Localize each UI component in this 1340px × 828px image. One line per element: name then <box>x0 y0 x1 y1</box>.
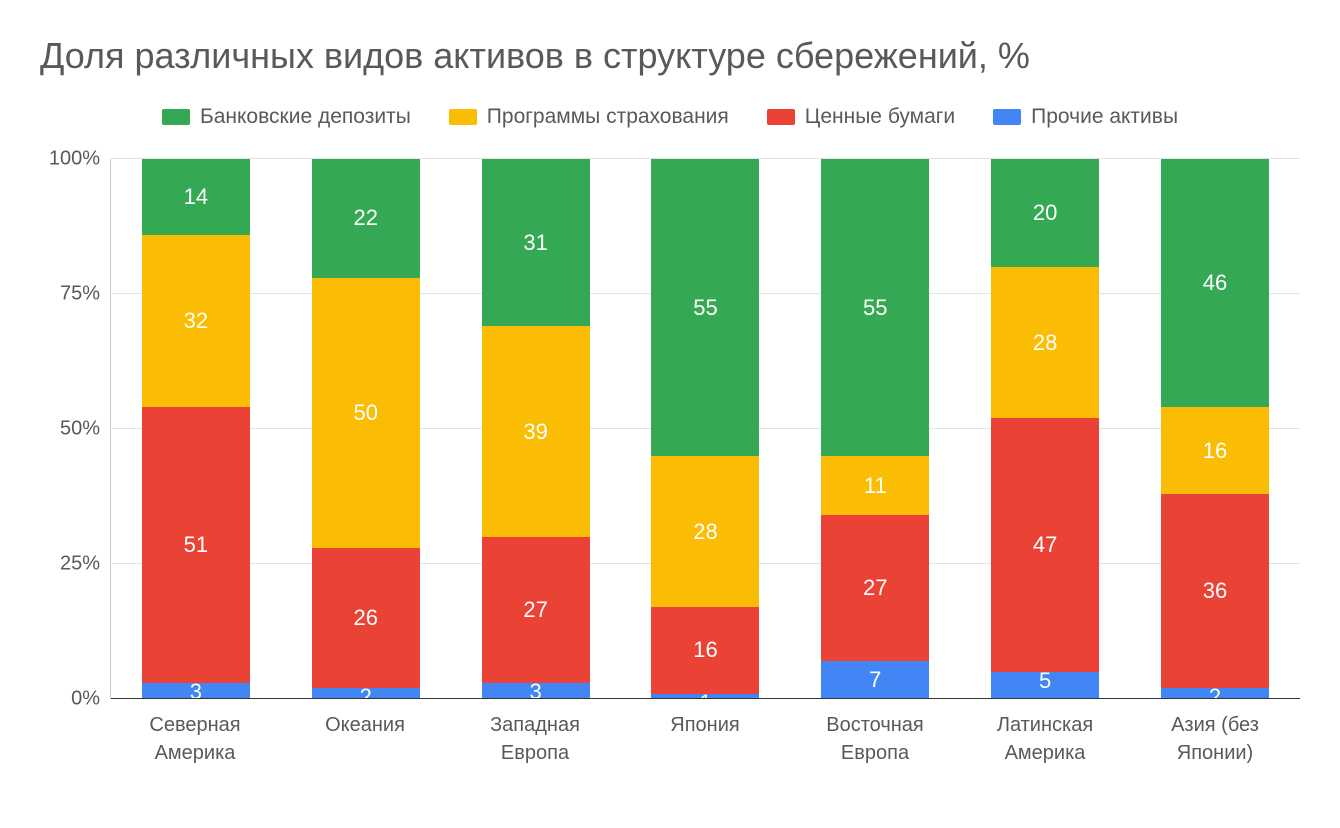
bar-value-label: 22 <box>312 205 420 231</box>
bar-group: 5 47 28 20 <box>991 159 1099 699</box>
y-tick: 50% <box>60 418 100 441</box>
bars-container: 3513214226502232739311162855727115554728… <box>111 159 1300 699</box>
legend-label: Банковские депозиты <box>200 105 411 129</box>
bar-segment-insurance: 32 <box>142 235 250 408</box>
bar-value-label: 11 <box>821 473 929 499</box>
bar-value-label: 14 <box>142 184 250 210</box>
bar-group: 1162855 <box>651 159 759 699</box>
bar-value-label: 51 <box>142 532 250 558</box>
bar-value-label: 55 <box>651 295 759 321</box>
chart-area: 0%25%50%75%100% 351321422650223273931116… <box>40 159 1300 699</box>
bar-segment-deposits: 22 <box>312 159 420 278</box>
bar-segment-deposits: 20 <box>991 159 1099 267</box>
bar-segment-insurance: 28 <box>991 267 1099 418</box>
legend-item-deposits: Банковские депозиты <box>162 105 411 129</box>
bar-value-label: 26 <box>312 605 420 631</box>
x-label: Япония <box>625 711 785 767</box>
legend-label: Программы страхования <box>487 105 729 129</box>
bar-value-label: 27 <box>482 597 590 623</box>
chart-title: Доля различных видов активов в структуре… <box>40 35 1300 77</box>
bar-group: 3 27 39 31 <box>482 159 590 699</box>
x-baseline <box>111 698 1300 699</box>
bar-segment-securities: 47 <box>991 418 1099 672</box>
bar-segment-insurance: 16 <box>1161 407 1269 493</box>
legend-item-other: Прочие активы <box>993 105 1178 129</box>
bar-value-label: 50 <box>312 400 420 426</box>
y-axis: 0%25%50%75%100% <box>40 159 110 699</box>
bar-segment-deposits: 46 <box>1161 159 1269 407</box>
bar-group: 2361646 <box>1161 159 1269 699</box>
x-label: Восточная Европа <box>795 711 955 767</box>
bar-value-label: 20 <box>991 200 1099 226</box>
bar-segment-securities: 51 <box>142 407 250 682</box>
y-tick: 0% <box>71 688 100 711</box>
bar-value-label: 7 <box>821 667 929 693</box>
legend-item-insurance: Программы страхования <box>449 105 729 129</box>
y-tick: 75% <box>60 283 100 306</box>
bar-segment-other: 7 <box>821 661 929 699</box>
bar-segment-deposits: 55 <box>651 159 759 456</box>
legend-swatch <box>993 109 1021 125</box>
bar-segment-other: 3 <box>142 683 250 699</box>
legend-label: Ценные бумаги <box>805 105 955 129</box>
bar-value-label: 27 <box>821 575 929 601</box>
legend-swatch <box>162 109 190 125</box>
bar-value-label: 28 <box>651 519 759 545</box>
bar-value-label: 47 <box>991 532 1099 558</box>
bar-value-label: 55 <box>821 295 929 321</box>
plot: 3513214226502232739311162855727115554728… <box>110 159 1300 699</box>
bar-segment-deposits: 31 <box>482 159 590 326</box>
legend-swatch <box>449 109 477 125</box>
bar-segment-insurance: 39 <box>482 326 590 537</box>
bar-group: 3 51 32 14 <box>142 159 250 699</box>
x-axis: Северная АмерикаОкеанияЗападная ЕвропаЯп… <box>110 711 1300 767</box>
x-label: Латинская Америка <box>965 711 1125 767</box>
bar-segment-insurance: 50 <box>312 278 420 548</box>
bar-segment-insurance: 11 <box>821 456 929 515</box>
x-label: Северная Америка <box>115 711 275 767</box>
bar-value-label: 36 <box>1161 578 1269 604</box>
bar-segment-securities: 16 <box>651 607 759 693</box>
bar-value-label: 28 <box>991 330 1099 356</box>
legend-item-securities: Ценные бумаги <box>767 105 955 129</box>
x-label: Западная Европа <box>455 711 615 767</box>
bar-value-label: 16 <box>651 637 759 663</box>
legend-swatch <box>767 109 795 125</box>
bar-segment-securities: 36 <box>1161 494 1269 688</box>
bar-value-label: 39 <box>482 419 590 445</box>
y-tick: 25% <box>60 553 100 576</box>
bar-group: 2265022 <box>312 159 420 699</box>
legend-label: Прочие активы <box>1031 105 1178 129</box>
y-tick: 100% <box>49 148 100 171</box>
legend: Банковские депозиты Программы страхования… <box>40 105 1300 129</box>
bar-value-label: 31 <box>482 230 590 256</box>
bar-segment-other: 5 <box>991 672 1099 699</box>
x-label: Азия (без Японии) <box>1135 711 1295 767</box>
bar-segment-securities: 26 <box>312 548 420 688</box>
bar-segment-deposits: 14 <box>142 159 250 235</box>
bar-group: 7 27 11 55 <box>821 159 929 699</box>
bar-segment-deposits: 55 <box>821 159 929 456</box>
bar-segment-other: 3 <box>482 683 590 699</box>
bar-segment-securities: 27 <box>482 537 590 683</box>
bar-value-label: 32 <box>142 308 250 334</box>
bar-value-label: 46 <box>1161 270 1269 296</box>
bar-value-label: 16 <box>1161 438 1269 464</box>
bar-segment-securities: 27 <box>821 515 929 661</box>
bar-segment-insurance: 28 <box>651 456 759 607</box>
x-label: Океания <box>285 711 445 767</box>
